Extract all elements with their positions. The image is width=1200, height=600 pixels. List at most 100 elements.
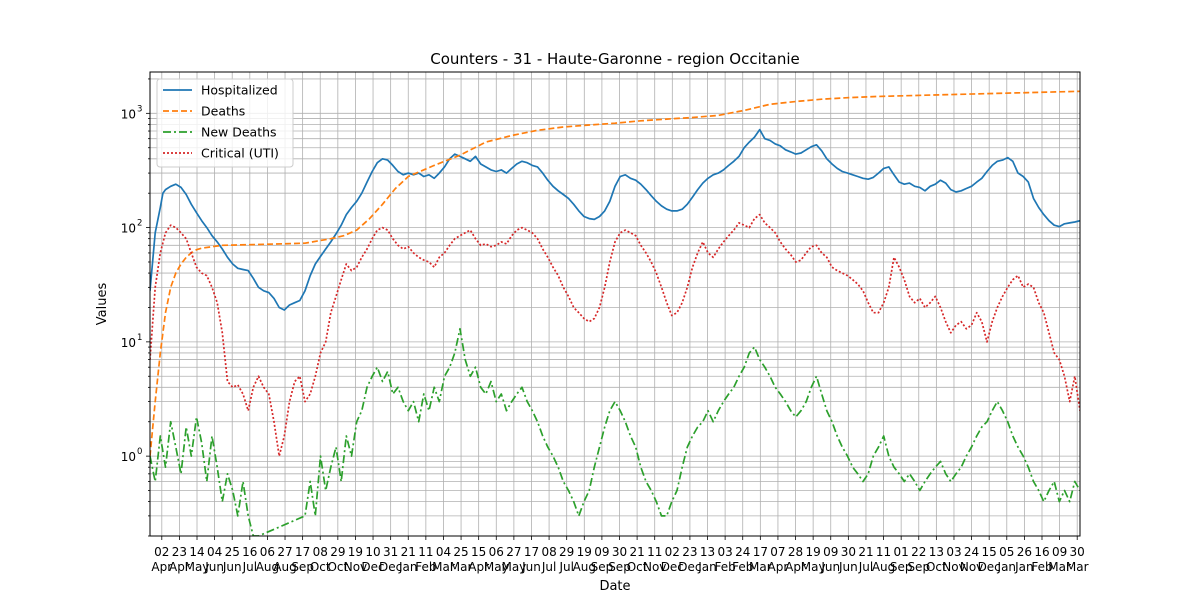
x-tick-month: Dec [661, 560, 684, 574]
x-tick-month: Apr [151, 560, 172, 574]
x-tick-month: Mar [1066, 560, 1089, 574]
y-tick-label: 10 1 [121, 333, 143, 350]
y-tick-exponent: 1 [137, 333, 142, 343]
x-tick-day: 13 [929, 545, 944, 559]
y-tick-label: 10 3 [121, 104, 143, 121]
x-tick-day: 14 [189, 545, 204, 559]
x-tick-month: Jun [820, 560, 840, 574]
y-tick-exponent: 2 [137, 219, 142, 229]
x-tick-day: 31 [383, 545, 398, 559]
x-tick-month: Dec [379, 560, 402, 574]
x-tick-day: 07 [770, 545, 785, 559]
legend-box [156, 78, 294, 168]
x-tick-day: 17 [524, 545, 539, 559]
x-tick-month: Jan [997, 560, 1017, 574]
x-tick-day: 04 [436, 545, 451, 559]
y-tick-base: 10 [121, 450, 136, 464]
x-tick-month: Jul [242, 560, 257, 574]
series-new-deaths [150, 327, 1080, 536]
legend-label: Deaths [201, 104, 245, 119]
series-hospitalized [150, 128, 1080, 311]
x-tick-day: 11 [647, 545, 662, 559]
x-tick-day: 16 [242, 545, 257, 559]
x-tick-month: Dec [361, 560, 384, 574]
plot-frame [149, 71, 1081, 537]
x-axis: 02Apr23Apr14May04Jun25Jun16Jul06Aug27Aug… [151, 536, 1089, 574]
x-tick-month: Mar [432, 560, 455, 574]
x-tick-day: 22 [911, 545, 926, 559]
legend: Hospitalized Deaths New Deaths Critical (UT… [156, 78, 294, 168]
x-axis-label: Date [599, 579, 630, 594]
x-tick-month: Jul [541, 560, 556, 574]
x-tick-day: 02 [665, 545, 680, 559]
grid [150, 72, 1080, 537]
x-tick-day: 25 [453, 545, 468, 559]
x-tick-day: 24 [735, 545, 750, 559]
x-tick-day: 06 [260, 545, 275, 559]
x-tick-day: 19 [348, 545, 363, 559]
x-tick-month: Apr [468, 560, 489, 574]
x-tick-month: Dec [678, 560, 701, 574]
x-tick-day: 11 [418, 545, 433, 559]
x-tick-month: May [501, 560, 526, 574]
x-tick-day: 13 [700, 545, 715, 559]
legend-label: Hospitalized [201, 83, 278, 98]
x-tick-day: 10 [365, 545, 380, 559]
x-tick-month: Aug [273, 560, 296, 574]
x-tick-month: Apr [169, 560, 190, 574]
chart-title: Counters - 31 - Haute-Garonne - region O… [430, 50, 799, 68]
x-tick-day: 04 [207, 545, 222, 559]
y-tick-label: 10 2 [121, 219, 143, 236]
x-tick-month: May [801, 560, 826, 574]
x-tick-month: Mar [749, 560, 772, 574]
x-tick-month: Aug [256, 560, 279, 574]
x-tick-day: 09 [594, 545, 609, 559]
x-tick-month: Oct [627, 560, 648, 574]
x-tick-day: 15 [471, 545, 486, 559]
x-tick-month: Nov [643, 560, 666, 574]
x-tick-month: Sep [608, 560, 631, 574]
x-tick-month: Feb [1031, 560, 1052, 574]
x-tick-month: Dec [978, 560, 1001, 574]
y-tick-base: 10 [121, 222, 136, 236]
x-tick-day: 16 [1034, 545, 1049, 559]
x-tick-month: Oct [310, 560, 331, 574]
x-tick-month: Oct [327, 560, 348, 574]
y-tick-exponent: 3 [137, 104, 142, 114]
x-tick-day: 27 [506, 545, 521, 559]
x-tick-day: 17 [753, 545, 768, 559]
x-tick-month: Jun [521, 560, 541, 574]
x-tick-month: May [185, 560, 210, 574]
x-tick-month: Feb [415, 560, 436, 574]
x-tick-day: 02 [154, 545, 169, 559]
series-critical-uti [150, 213, 1080, 457]
x-tick-day: 09 [823, 545, 838, 559]
x-tick-day: 24 [964, 545, 979, 559]
x-tick-month: Jan [697, 560, 717, 574]
x-tick-day: 15 [982, 545, 997, 559]
x-tick-month: Feb [714, 560, 735, 574]
x-tick-day: 08 [313, 545, 328, 559]
x-tick-month: Jul [558, 560, 573, 574]
x-tick-month: May [484, 560, 509, 574]
x-tick-month: Nov [960, 560, 983, 574]
x-tick-day: 09 [1052, 545, 1067, 559]
x-tick-month: Jun [204, 560, 224, 574]
y-tick-base: 10 [121, 336, 136, 350]
x-tick-day: 30 [1070, 545, 1085, 559]
legend-label: New Deaths [201, 125, 277, 140]
x-tick-month: Sep [907, 560, 930, 574]
x-tick-day: 29 [559, 545, 574, 559]
legend-label: Critical (UTI) [201, 146, 279, 161]
x-tick-day: 30 [841, 545, 856, 559]
x-tick-month: Feb [732, 560, 753, 574]
x-tick-month: Jan [1014, 560, 1034, 574]
x-tick-month: Sep [591, 560, 614, 574]
x-tick-month: Apr [785, 560, 806, 574]
x-tick-month: Aug [573, 560, 596, 574]
y-axis-label: Values [95, 283, 110, 326]
x-tick-day: 17 [295, 545, 310, 559]
x-tick-day: 03 [946, 545, 961, 559]
x-tick-day: 21 [629, 545, 644, 559]
